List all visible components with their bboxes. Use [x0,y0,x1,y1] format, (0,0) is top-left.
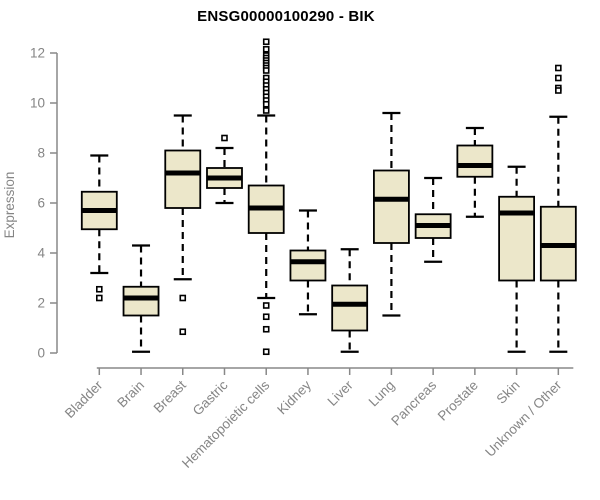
x-category-label: Liver [325,377,357,409]
x-category-label: Prostate [435,378,481,424]
y-tick-label: 6 [37,196,45,211]
x-category-label: Brain [114,378,147,411]
y-tick-label: 2 [37,296,45,311]
outlier-point [262,67,270,74]
x-category-label: Gastric [190,377,231,418]
outlier-point [555,87,562,94]
x-category-label: Kidney [274,377,314,417]
box-iqr [122,285,160,317]
outlier-point [262,348,270,356]
outlier-point [221,134,228,142]
y-tick-label: 4 [37,246,45,261]
box-iqr [373,169,410,244]
x-category-label: Breast [151,377,189,415]
outlier-point [262,313,270,321]
x-category-label: Skin [494,378,523,407]
chart-title: ENSG00000100290 - BIK [197,8,375,25]
outlier-point [555,64,562,72]
outlier-point [96,294,103,302]
x-category-label: Bladder [62,377,106,421]
y-tick-label: 12 [30,46,45,61]
outlier-point [262,107,270,114]
y-tick-label: 0 [37,346,45,361]
box-iqr [456,144,494,178]
y-tick-label: 8 [37,146,45,161]
outlier-point [262,302,270,309]
outlier-point [262,38,270,46]
x-category-label: Pancreas [388,377,439,428]
outlier-point [555,74,562,82]
box-iqr [289,249,327,282]
box-iqr [164,149,202,209]
x-category-label: Lung [366,378,398,410]
y-tick-label: 10 [30,96,45,111]
box-iqr [498,195,536,282]
outlier-point [262,100,270,108]
box-iqr [331,284,369,332]
outlier-point [262,45,270,53]
x-category-label: Unknown / Other [482,377,565,460]
outlier-point [179,328,187,336]
outlier-point [262,325,270,333]
outlier-point [96,285,103,293]
outlier-point [179,294,187,302]
y-axis-title: Expression [2,172,17,239]
